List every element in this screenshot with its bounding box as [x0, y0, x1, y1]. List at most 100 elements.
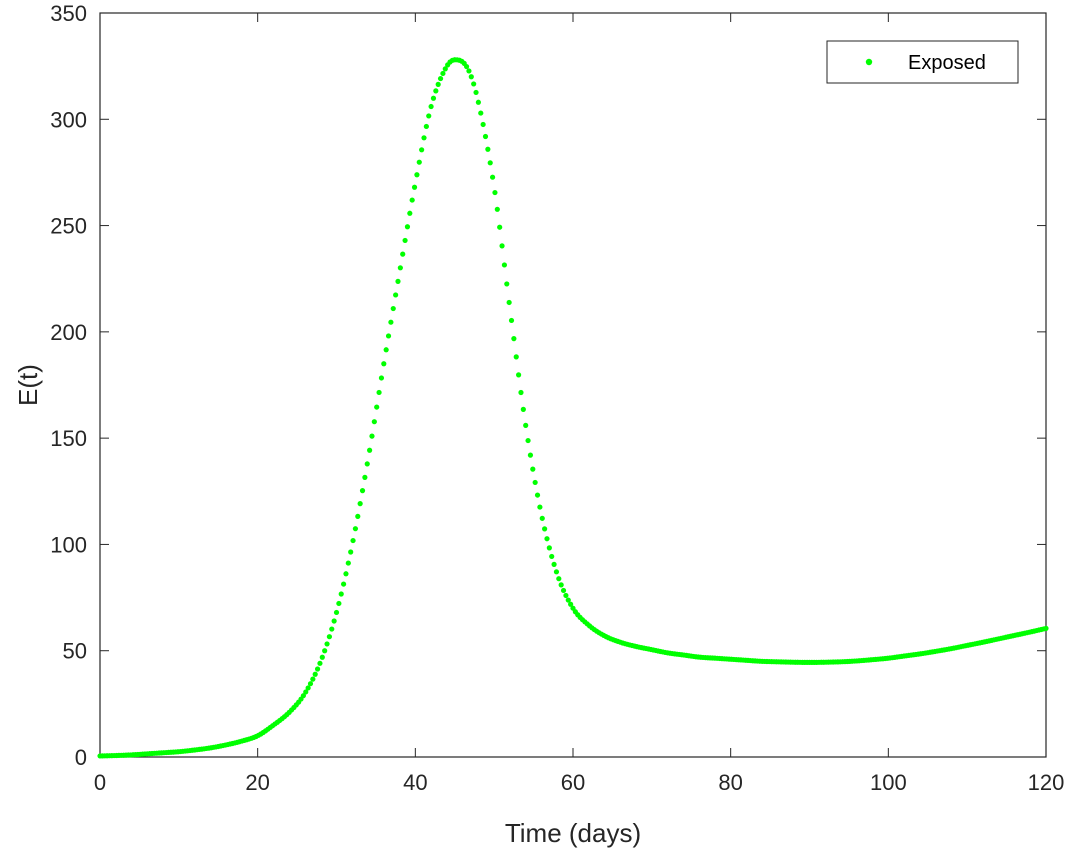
data-point — [527, 452, 534, 458]
x-axis-title: Time (days) — [505, 818, 641, 848]
plot-area — [99, 12, 1047, 758]
series-exposed — [97, 57, 1049, 759]
y-tick-label: 0 — [75, 745, 87, 770]
y-axis: 0 50 100 150 200 250 300 350 — [50, 1, 1046, 770]
y-tick-label: 50 — [63, 639, 87, 664]
x-tick-label: 0 — [94, 770, 106, 795]
data-point — [442, 66, 448, 72]
y-tick-label: 350 — [50, 1, 87, 26]
data-point — [329, 626, 335, 632]
data-point — [419, 147, 425, 153]
data-point — [542, 526, 548, 532]
legend-marker-exposed — [865, 58, 873, 66]
data-point — [333, 609, 340, 616]
data-point — [1043, 625, 1049, 631]
data-point — [466, 68, 472, 74]
data-point — [556, 576, 562, 582]
data-point — [546, 545, 552, 551]
data-point — [516, 372, 522, 378]
x-tick-label: 80 — [718, 770, 742, 795]
data-point — [428, 103, 434, 110]
y-tick-label: 150 — [50, 426, 87, 451]
data-point — [471, 81, 477, 87]
data-point — [523, 422, 529, 428]
data-point — [359, 488, 366, 494]
data-point — [435, 81, 441, 87]
data-point — [440, 70, 446, 77]
data-point — [426, 113, 432, 119]
data-point — [499, 243, 505, 249]
data-point — [409, 197, 415, 203]
data-point — [324, 641, 330, 647]
data-point — [404, 224, 411, 230]
data-point — [537, 504, 543, 510]
data-point — [565, 597, 571, 603]
data-point — [348, 549, 354, 555]
data-point — [307, 681, 314, 687]
data-point — [473, 89, 479, 96]
data-point — [485, 146, 491, 152]
x-tick-label: 40 — [403, 770, 427, 795]
x-tick-label: 100 — [870, 770, 907, 795]
data-point — [390, 305, 396, 312]
data-point — [504, 281, 510, 287]
data-point — [340, 581, 347, 587]
data-point — [352, 526, 359, 532]
data-point — [430, 95, 437, 101]
y-axis-title: E(t) — [13, 364, 43, 406]
data-point — [468, 74, 474, 80]
data-point — [553, 569, 560, 575]
data-point — [376, 389, 382, 396]
data-point — [371, 419, 377, 425]
data-point — [551, 561, 557, 567]
data-point — [497, 224, 503, 230]
data-point — [317, 660, 323, 666]
data-point — [355, 513, 361, 519]
data-point — [478, 110, 484, 116]
data-point — [508, 317, 515, 324]
x-tick-label: 20 — [245, 770, 269, 795]
data-point — [480, 121, 486, 128]
data-point — [532, 479, 538, 486]
data-point — [331, 618, 337, 624]
data-point — [421, 135, 427, 141]
data-point — [463, 63, 470, 70]
data-point — [310, 676, 316, 682]
data-point — [433, 88, 439, 94]
data-point — [513, 354, 519, 360]
x-axis: 0 20 40 60 80 100 120 — [94, 13, 1064, 795]
data-point — [487, 160, 493, 166]
data-point — [345, 560, 351, 566]
data-point — [520, 406, 526, 412]
data-point — [492, 189, 498, 196]
data-point — [423, 123, 429, 130]
data-point — [314, 666, 321, 672]
y-tick-label: 100 — [50, 532, 87, 557]
data-point — [558, 582, 564, 588]
data-point — [544, 536, 550, 542]
data-point — [338, 591, 344, 597]
data-point — [518, 389, 524, 396]
y-tick-label: 300 — [50, 107, 87, 132]
y-tick-label: 200 — [50, 320, 87, 345]
data-point — [322, 648, 328, 654]
data-point — [489, 174, 496, 180]
data-point — [395, 278, 401, 284]
legend-box — [826, 40, 1019, 84]
x-tick-label: 60 — [561, 770, 585, 795]
data-point — [482, 133, 489, 140]
data-point — [400, 251, 406, 257]
data-point — [563, 592, 569, 599]
data-point — [378, 375, 385, 381]
data-point — [381, 361, 387, 367]
data-point — [475, 99, 481, 105]
data-point — [414, 172, 420, 178]
data-point — [549, 553, 555, 560]
data-point — [300, 693, 306, 699]
data-point — [530, 466, 536, 472]
data-point — [560, 587, 567, 594]
data-point — [374, 404, 380, 410]
data-point — [305, 685, 311, 691]
data-point — [312, 671, 318, 677]
